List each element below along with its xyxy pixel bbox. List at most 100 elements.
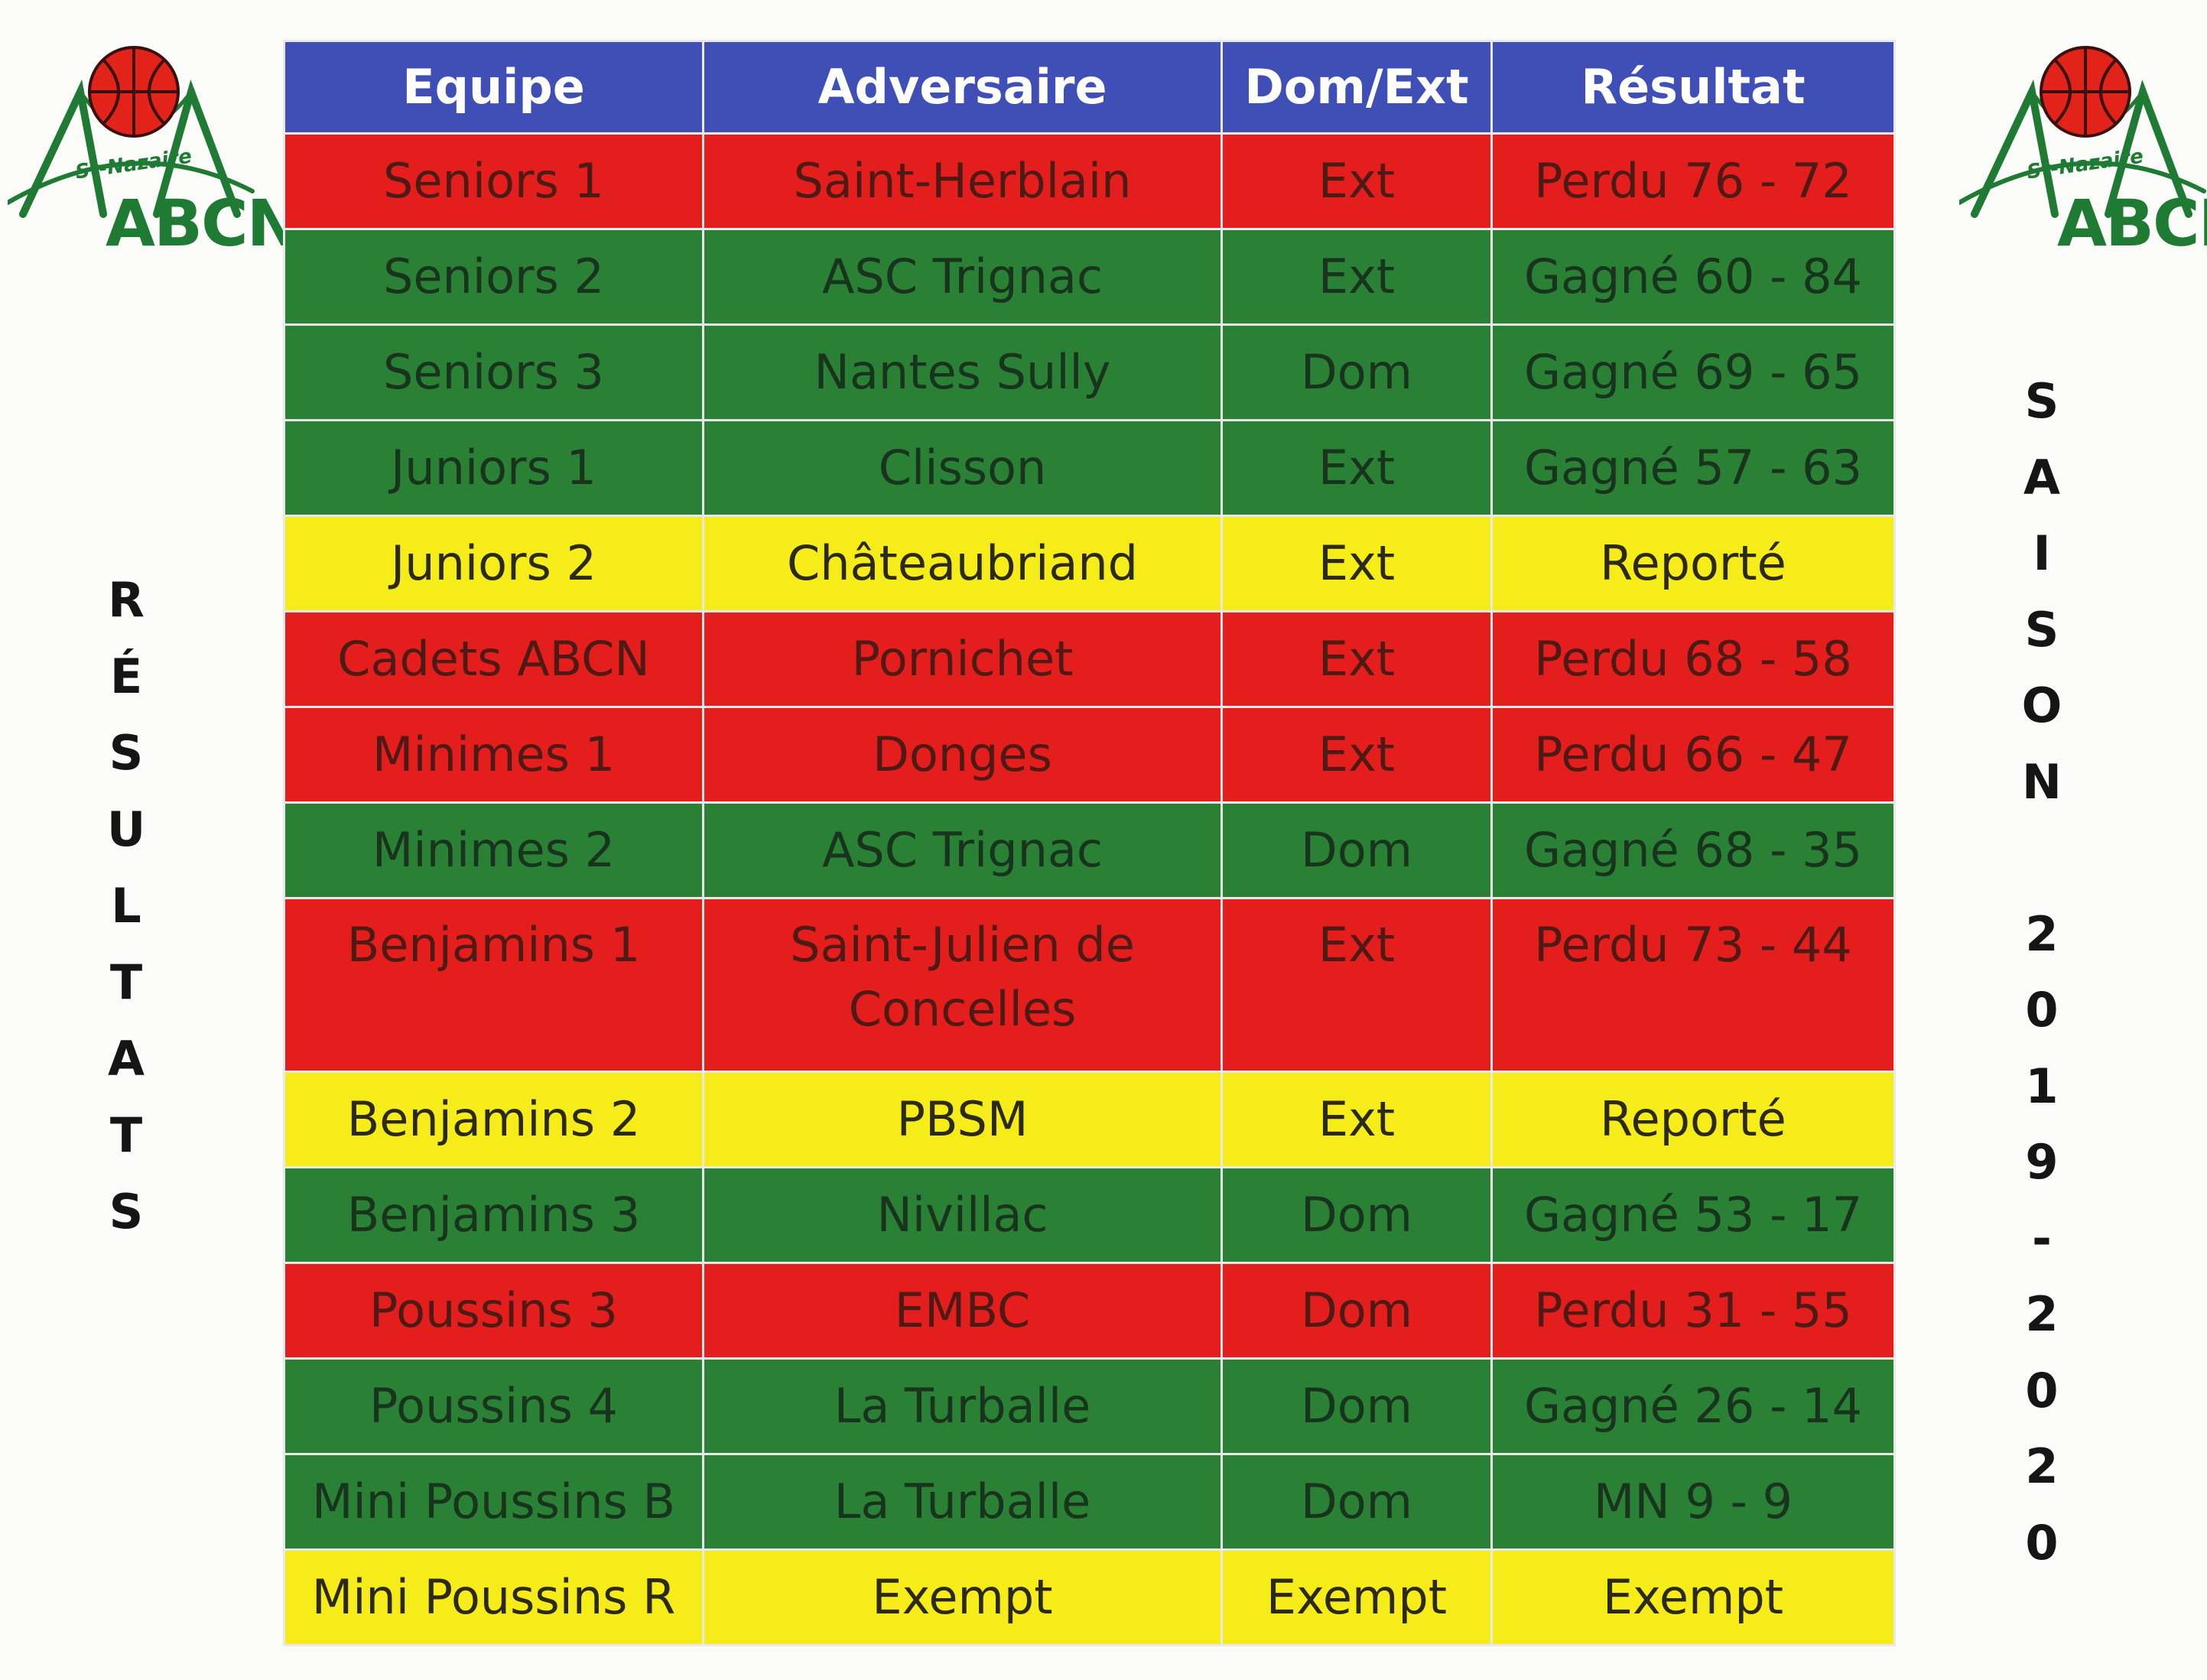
cell-opponent: Saint-Herblain <box>704 135 1221 228</box>
cell-result: Perdu 76 - 72 <box>1493 135 1893 228</box>
cell-opponent: Exempt <box>704 1551 1221 1644</box>
bridge-icon <box>1957 46 2206 218</box>
cell-venue: Dom <box>1223 1455 1490 1548</box>
vertical-letter: 0 <box>2025 982 2059 1038</box>
cell-venue: Ext <box>1223 517 1490 610</box>
cell-opponent: EMBC <box>704 1264 1221 1357</box>
logo-text: ABCN <box>2057 186 2207 261</box>
table-row: Cadets ABCN Pornichet Ext Perdu 68 - 58 <box>285 613 1893 706</box>
basketball-icon <box>2040 46 2131 138</box>
cell-result: Gagné 68 - 35 <box>1493 804 1893 897</box>
table-row: Benjamins 3 Nivillac Dom Gagné 53 - 17 <box>285 1168 1893 1262</box>
vertical-letter: I <box>2033 525 2051 581</box>
vertical-letter: T <box>109 954 143 1010</box>
cell-team: Benjamins 1 <box>285 899 702 1071</box>
table-row: Seniors 3 Nantes Sully Dom Gagné 69 - 65 <box>285 326 1893 419</box>
cell-result: Perdu 68 - 58 <box>1493 613 1893 706</box>
logo-text: ABCN <box>106 186 301 261</box>
table-row: Mini Poussins R Exempt Exempt Exempt <box>285 1551 1893 1644</box>
column-header-team: Equipe <box>285 42 702 132</box>
vertical-letter: - <box>2032 1210 2052 1266</box>
cell-opponent: PBSM <box>704 1073 1221 1166</box>
table-row: Poussins 4 La Turballe Dom Gagné 26 - 14 <box>285 1360 1893 1453</box>
column-header-opponent: Adversaire <box>704 42 1221 132</box>
table-row: Seniors 2 ASC Trignac Ext Gagné 60 - 84 <box>285 230 1893 323</box>
basketball-icon <box>88 46 180 138</box>
cell-result: Exempt <box>1493 1551 1893 1644</box>
cell-opponent: ASC Trignac <box>704 230 1221 323</box>
table-row: Juniors 1 Clisson Ext Gagné 57 - 63 <box>285 421 1893 515</box>
table-row: Benjamins 1 Saint-Julien de Concelles Ext P… <box>285 899 1893 1071</box>
cell-opponent: Nivillac <box>704 1168 1221 1262</box>
cell-opponent: Châteaubriand <box>704 517 1221 610</box>
cell-opponent: Donges <box>704 708 1221 801</box>
table-row: Minimes 1 Donges Ext Perdu 66 - 47 <box>285 708 1893 801</box>
club-logo-left: St-Nazaire ABCN <box>5 38 301 260</box>
cell-team: Benjamins 3 <box>285 1168 702 1262</box>
cell-venue: Ext <box>1223 613 1490 706</box>
vertical-letter <box>2033 820 2050 896</box>
cell-result: Perdu 66 - 47 <box>1493 708 1893 801</box>
vertical-letter: U <box>106 801 146 857</box>
cell-opponent: Saint-Julien de Concelles <box>704 899 1221 1071</box>
table-row: Poussins 3 EMBC Dom Perdu 31 - 55 <box>285 1264 1893 1357</box>
cell-team: Seniors 3 <box>285 326 702 419</box>
cell-result: Gagné 57 - 63 <box>1493 421 1893 515</box>
cell-result: Reporté <box>1493 1073 1893 1166</box>
vertical-letter: 1 <box>2025 1058 2059 1114</box>
vertical-letter: S <box>2024 373 2059 429</box>
cell-team: Seniors 2 <box>285 230 702 323</box>
cell-result: Perdu 73 - 44 <box>1493 899 1893 1071</box>
cell-team: Benjamins 2 <box>285 1073 702 1166</box>
cell-venue: Ext <box>1223 230 1490 323</box>
cell-opponent: Clisson <box>704 421 1221 515</box>
cell-venue: Ext <box>1223 135 1490 228</box>
club-logo-right: St-Nazaire ABCN <box>1957 38 2207 261</box>
vertical-letter: 0 <box>2025 1514 2059 1571</box>
vertical-letter: 2 <box>2025 1438 2059 1494</box>
column-header-venue: Dom/Ext <box>1223 42 1490 132</box>
cell-team: Minimes 1 <box>285 708 702 801</box>
cell-team: Minimes 2 <box>285 804 702 897</box>
cell-team: Seniors 1 <box>285 135 702 228</box>
cell-venue: Ext <box>1223 1073 1490 1166</box>
cell-venue: Dom <box>1223 1360 1490 1453</box>
vertical-letter: O <box>2021 678 2062 733</box>
vertical-letter: 9 <box>2025 1134 2059 1190</box>
cell-team: Juniors 1 <box>285 421 702 515</box>
vertical-letter: T <box>109 1107 143 1163</box>
table-row: Seniors 1 Saint-Herblain Ext Perdu 76 - 72 <box>285 135 1893 228</box>
cell-team: Poussins 3 <box>285 1264 702 1357</box>
cell-result: Gagné 60 - 84 <box>1493 230 1893 323</box>
table-row: Mini Poussins B La Turballe Dom MN 9 - 9 <box>285 1455 1893 1548</box>
table-row: Juniors 2 Châteaubriand Ext Reporté <box>285 517 1893 610</box>
cell-opponent: Nantes Sully <box>704 326 1221 419</box>
results-table: Equipe Adversaire Dom/Ext Résultat Senio… <box>283 40 1896 1646</box>
cell-team: Juniors 2 <box>285 517 702 610</box>
vertical-letter: 0 <box>2025 1362 2059 1418</box>
cell-opponent: ASC Trignac <box>704 804 1221 897</box>
vertical-letter: 2 <box>2025 1286 2059 1342</box>
vertical-letter: N <box>2022 753 2062 810</box>
cell-team: Cadets ABCN <box>285 613 702 706</box>
cell-venue: Ext <box>1223 421 1490 515</box>
vertical-letter: É <box>109 648 143 704</box>
bridge-icon <box>5 46 255 218</box>
cell-team: Poussins 4 <box>285 1360 702 1453</box>
cell-opponent: Pornichet <box>704 613 1221 706</box>
cell-venue: Ext <box>1223 899 1490 1071</box>
cell-result: Perdu 31 - 55 <box>1493 1264 1893 1357</box>
cell-opponent: La Turballe <box>704 1360 1221 1453</box>
column-header-result: Résultat <box>1493 42 1893 132</box>
vertical-letter: S <box>2024 601 2059 658</box>
vertical-letter: R <box>108 572 145 628</box>
cell-venue: Dom <box>1223 326 1490 419</box>
cell-venue: Dom <box>1223 1168 1490 1262</box>
vertical-letter: S <box>109 1184 144 1240</box>
vertical-letter: A <box>108 1031 145 1087</box>
cell-venue: Ext <box>1223 708 1490 801</box>
cell-opponent: La Turballe <box>704 1455 1221 1548</box>
table-header-row: Equipe Adversaire Dom/Ext Résultat <box>285 42 1893 132</box>
